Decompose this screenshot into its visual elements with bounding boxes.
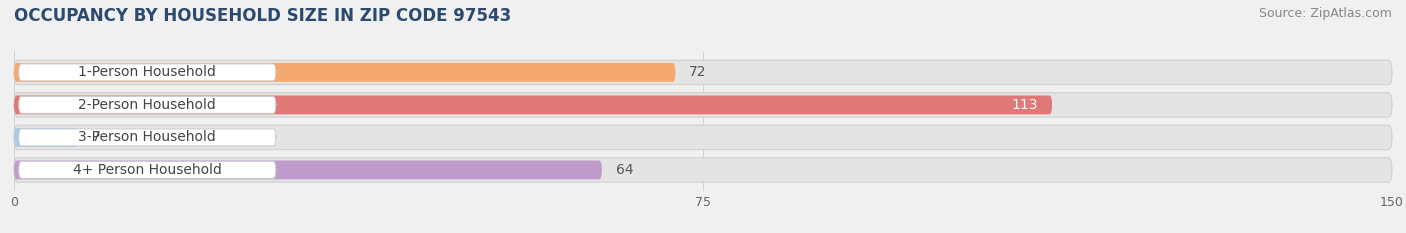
FancyBboxPatch shape	[18, 64, 276, 81]
FancyBboxPatch shape	[14, 128, 79, 147]
FancyBboxPatch shape	[14, 63, 675, 82]
Text: 113: 113	[1012, 98, 1038, 112]
FancyBboxPatch shape	[14, 60, 1392, 85]
Text: Source: ZipAtlas.com: Source: ZipAtlas.com	[1258, 7, 1392, 20]
Text: 1-Person Household: 1-Person Household	[79, 65, 217, 79]
Text: 7: 7	[93, 130, 101, 144]
FancyBboxPatch shape	[14, 96, 1052, 114]
Text: 4+ Person Household: 4+ Person Household	[73, 163, 222, 177]
FancyBboxPatch shape	[14, 125, 1392, 150]
FancyBboxPatch shape	[14, 158, 1392, 182]
Text: 2-Person Household: 2-Person Household	[79, 98, 217, 112]
Text: 72: 72	[689, 65, 707, 79]
FancyBboxPatch shape	[14, 161, 602, 179]
Text: 3-Person Household: 3-Person Household	[79, 130, 217, 144]
Text: 64: 64	[616, 163, 633, 177]
FancyBboxPatch shape	[14, 93, 1392, 117]
FancyBboxPatch shape	[18, 129, 276, 146]
FancyBboxPatch shape	[18, 96, 276, 113]
Text: OCCUPANCY BY HOUSEHOLD SIZE IN ZIP CODE 97543: OCCUPANCY BY HOUSEHOLD SIZE IN ZIP CODE …	[14, 7, 512, 25]
FancyBboxPatch shape	[18, 161, 276, 178]
